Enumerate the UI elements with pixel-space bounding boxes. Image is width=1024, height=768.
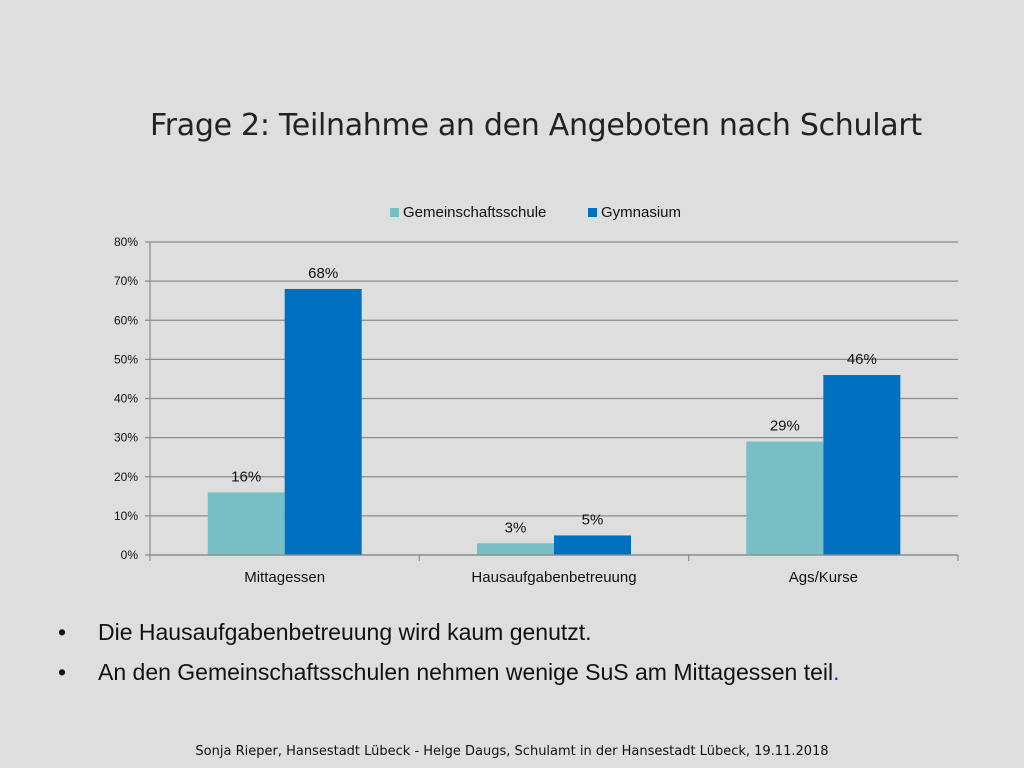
y-tick-label: 70% <box>114 274 138 288</box>
bullet-list: • Die Hausaufgabenbetreuung wird kaum ge… <box>58 612 998 692</box>
bullet-item: • Die Hausaufgabenbetreuung wird kaum ge… <box>58 612 998 652</box>
bar <box>284 288 362 555</box>
bar <box>207 492 285 555</box>
bar <box>554 535 631 555</box>
bar <box>477 543 554 555</box>
data-label: 29% <box>770 418 800 435</box>
data-label: 5% <box>582 511 604 528</box>
chart-svg: 0% 10% 20% 30% 40% 50% 60% 70% 80% 16% 68% Mittages… <box>114 204 959 586</box>
legend-swatch <box>588 208 597 217</box>
bullet-text: An den Gemeinschaftsschulen nehmen wenig… <box>98 659 834 685</box>
data-label: 68% <box>308 265 338 282</box>
y-tick-label: 40% <box>114 392 138 406</box>
data-label: 46% <box>847 351 877 368</box>
slide-title: Frage 2: Teilnahme an den Angeboten nach… <box>150 108 922 143</box>
bar <box>746 441 824 555</box>
bullet-dot: • <box>58 619 67 645</box>
bullet-trailing-period: . <box>833 659 840 685</box>
bullet-text: Die Hausaufgabenbetreuung wird kaum genu… <box>98 619 592 645</box>
slide-footer: Sonja Rieper, Hansestadt Lübeck - Helge … <box>195 744 829 759</box>
x-category-label: Mittagessen <box>244 569 325 586</box>
y-tick-label: 60% <box>114 313 138 327</box>
y-tick-label: 50% <box>114 352 138 366</box>
y-tick-label: 30% <box>114 431 138 445</box>
bullet-dot: • <box>58 659 67 685</box>
data-label: 3% <box>505 519 527 536</box>
y-tick-label: 10% <box>114 509 138 523</box>
y-tick-label: 20% <box>114 470 138 484</box>
y-tick-label: 80% <box>114 235 138 249</box>
legend-label: Gemeinschaftsschule <box>403 204 546 221</box>
legend-label: Gymnasium <box>601 204 681 221</box>
y-tick-label: 0% <box>121 548 139 562</box>
bar <box>823 375 901 555</box>
bullet-item: • An den Gemeinschaftsschulen nehmen wen… <box>58 652 998 692</box>
legend-swatch <box>390 208 399 217</box>
x-category-label: Hausaufgabenbetreuung <box>471 569 636 586</box>
x-category-label: Ags/Kurse <box>789 569 858 586</box>
bar-chart: 0% 10% 20% 30% 40% 50% 60% 70% 80% 16% 68% Mittages… <box>114 204 959 586</box>
data-label: 16% <box>231 468 261 485</box>
